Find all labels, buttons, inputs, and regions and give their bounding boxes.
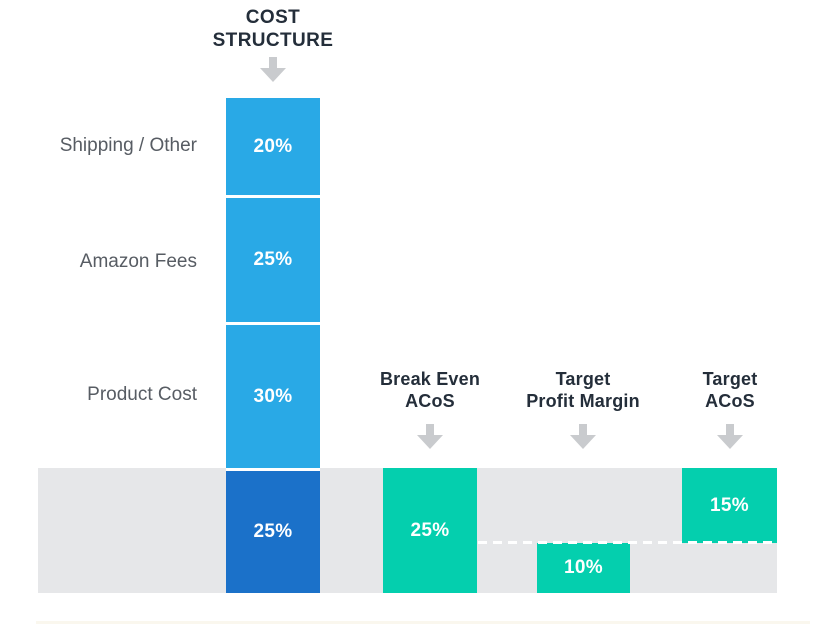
down-arrow-icon [717,424,743,450]
bar-segment-shipping-other: 20% [226,98,320,195]
segment-value: 20% [253,135,293,157]
heading-line: Profit Margin [526,391,640,411]
bar-segment-profit-margin: 25% [226,468,320,593]
row-label-product-cost: Product Cost [87,384,197,405]
chart-title: COST STRUCTURE [163,6,383,52]
target-acos-bar: 15% [682,468,777,543]
row-label-shipping-other: Shipping / Other [59,135,197,156]
bar-segment-amazon-fees: 25% [226,195,320,322]
down-arrow-icon [260,57,286,83]
target-profit-margin-heading: Target Profit Margin [483,368,683,412]
break-even-acos-bar: 25% [383,468,477,593]
cost-structure-stacked-bar: 20% 25% 30% 25% [226,98,320,593]
chart-title-line1: COST [245,7,301,28]
row-label-amazon-fees: Amazon Fees [79,251,197,272]
bar-value: 10% [564,557,603,578]
chart-title-line2: STRUCTURE [212,30,334,51]
bar-segment-product-cost: 30% [226,322,320,468]
heading-line: ACoS [405,391,455,411]
break-even-acos-heading: Break Even ACoS [330,368,530,412]
bar-value: 25% [410,519,450,541]
bar-value: 15% [710,494,749,516]
dashed-target-line [478,541,777,544]
heading-line: Target [702,369,758,389]
heading-line: Target [555,369,611,389]
segment-value: 25% [253,521,293,542]
target-acos-heading: Target ACoS [630,368,830,412]
heading-line: ACoS [705,391,755,411]
segment-value: 25% [253,249,293,270]
heading-line: Break Even [379,369,481,389]
down-arrow-icon [417,424,443,450]
target-profit-margin-bar: 10% [537,543,630,593]
bottom-divider [36,621,810,624]
down-arrow-icon [570,424,596,450]
segment-value: 30% [253,385,293,407]
